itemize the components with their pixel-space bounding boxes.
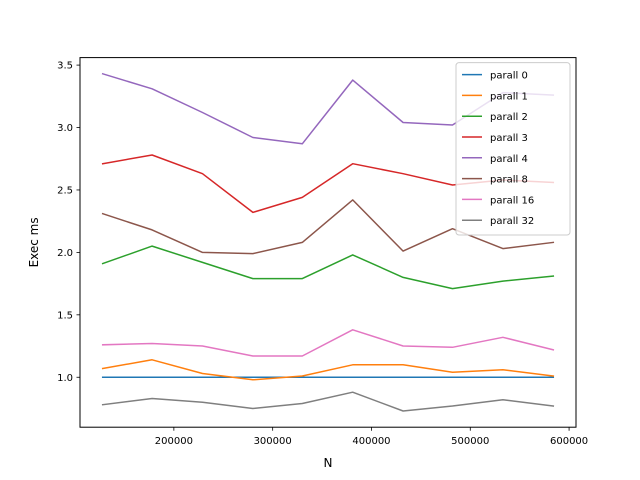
y-axis: 1.0 1.5 2.0 2.5 3.0 3.5 xyxy=(57,61,80,384)
x-axis: 200000 300000 400000 500000 600000 xyxy=(155,427,588,447)
y-tick-label: 2.0 xyxy=(57,248,73,259)
legend-label: parall 3 xyxy=(490,133,528,144)
x-tick-label: 200000 xyxy=(155,436,193,447)
legend: parall 0 parall 1 parall 2 parall 3 parall 4… xyxy=(455,62,571,236)
plot-frame xyxy=(79,57,577,428)
legend-label: parall 32 xyxy=(490,216,534,227)
series-line-5 xyxy=(101,199,555,255)
y-tick-label: 1.5 xyxy=(57,310,73,321)
x-tick-label: 500000 xyxy=(451,436,489,447)
legend-box xyxy=(455,62,571,236)
legend-label: parall 8 xyxy=(490,175,528,186)
x-tick-label: 300000 xyxy=(254,436,292,447)
y-tick-label: 3.0 xyxy=(57,123,73,134)
y-axis-label: Exec ms xyxy=(27,217,41,267)
y-tick-label: 3.5 xyxy=(57,61,73,72)
legend-label: parall 16 xyxy=(490,195,534,206)
x-axis-label: N xyxy=(324,456,333,470)
series-line-1 xyxy=(101,359,555,381)
legend-label: parall 2 xyxy=(490,112,528,123)
x-tick-label: 400000 xyxy=(352,436,390,447)
x-tick-label: 600000 xyxy=(550,436,588,447)
series-line-7 xyxy=(101,391,555,412)
legend-label: parall 1 xyxy=(490,91,528,102)
y-tick-label: 1.0 xyxy=(57,373,73,384)
legend-label: parall 4 xyxy=(490,154,528,165)
series-line-2 xyxy=(101,245,555,290)
y-tick-label: 2.5 xyxy=(57,185,73,196)
series-line-6 xyxy=(101,329,555,357)
legend-label: parall 0 xyxy=(490,71,528,82)
series-layer xyxy=(101,72,555,412)
